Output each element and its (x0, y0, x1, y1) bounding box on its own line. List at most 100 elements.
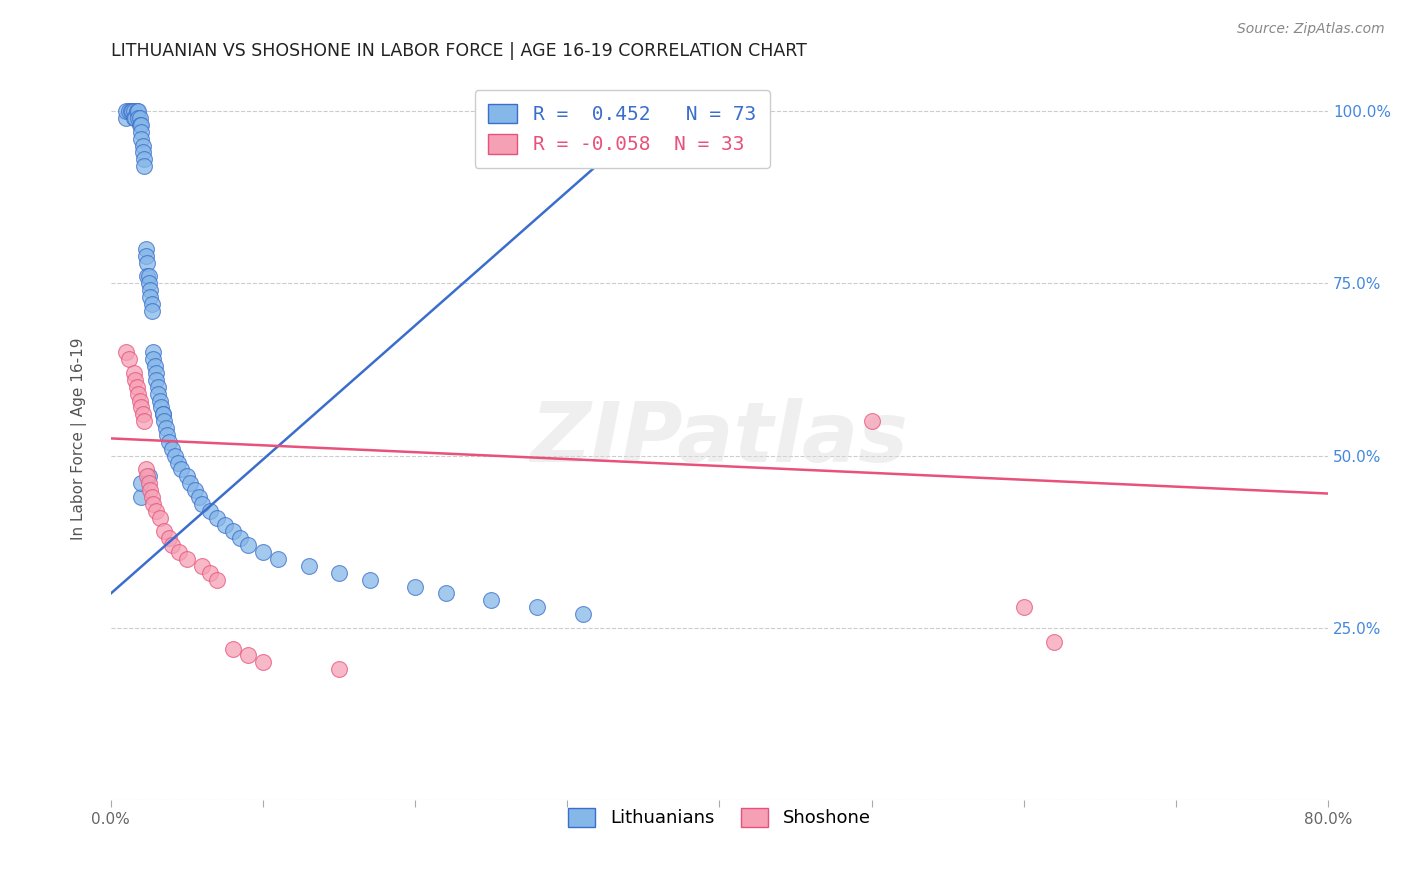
Y-axis label: In Labor Force | Age 16-19: In Labor Force | Age 16-19 (72, 337, 87, 540)
Point (434, 586, 457, 600)
Point (146, 380, 169, 394)
Point (153, 524, 176, 539)
Point (252, 545, 274, 559)
Point (139, 290, 162, 304)
Point (128, 118, 150, 132)
Point (145, 366, 167, 380)
Point (169, 545, 191, 559)
Point (124, 111, 146, 125)
Point (404, 580, 426, 594)
Point (142, 497, 165, 511)
Point (157, 434, 180, 449)
Point (141, 490, 163, 504)
Point (198, 504, 221, 518)
Point (138, 469, 160, 483)
Point (198, 566, 221, 580)
Point (155, 421, 177, 435)
Point (138, 476, 160, 491)
Point (127, 111, 149, 125)
Point (145, 504, 167, 518)
Point (221, 641, 243, 656)
Point (152, 407, 174, 421)
Point (148, 393, 170, 408)
Point (143, 359, 166, 373)
Point (207, 573, 229, 587)
Point (183, 483, 205, 497)
Point (142, 352, 165, 367)
Point (134, 153, 156, 167)
Point (145, 373, 167, 387)
Point (152, 407, 174, 421)
Point (136, 255, 159, 269)
Point (129, 125, 152, 139)
Point (229, 532, 252, 546)
Point (160, 538, 183, 552)
Point (252, 656, 274, 670)
Point (128, 111, 150, 125)
Point (118, 103, 141, 118)
Point (125, 380, 148, 394)
Point (141, 297, 163, 311)
Point (121, 103, 143, 118)
Point (139, 483, 162, 497)
Point (135, 462, 157, 476)
Point (122, 366, 145, 380)
Point (118, 352, 141, 367)
Text: ZIPatlas: ZIPatlas (530, 398, 908, 479)
Point (138, 277, 160, 291)
Point (128, 393, 150, 408)
Point (122, 103, 145, 118)
Point (170, 462, 193, 476)
Point (359, 573, 381, 587)
Point (214, 517, 236, 532)
Point (1012, 600, 1035, 615)
Point (129, 476, 152, 491)
Point (136, 269, 159, 284)
Point (124, 373, 146, 387)
Point (115, 345, 138, 359)
Point (166, 456, 188, 470)
Point (150, 401, 173, 415)
Point (236, 538, 259, 552)
Point (156, 428, 179, 442)
Point (129, 401, 152, 415)
Point (191, 558, 214, 573)
Point (191, 497, 214, 511)
Text: Source: ZipAtlas.com: Source: ZipAtlas.com (1237, 22, 1385, 37)
Point (136, 469, 159, 483)
Point (138, 269, 160, 284)
Point (129, 131, 152, 145)
Point (132, 138, 155, 153)
Point (160, 442, 183, 456)
Point (188, 490, 211, 504)
Point (125, 103, 148, 118)
Point (163, 449, 186, 463)
Point (139, 283, 162, 297)
Point (267, 552, 290, 566)
Point (129, 118, 152, 132)
Point (298, 558, 321, 573)
Point (1043, 634, 1066, 648)
Point (120, 103, 142, 118)
Text: LITHUANIAN VS SHOSHONE IN LABOR FORCE | AGE 16-19 CORRELATION CHART: LITHUANIAN VS SHOSHONE IN LABOR FORCE | … (111, 42, 807, 60)
Point (176, 469, 198, 483)
Point (132, 145, 155, 160)
Point (134, 159, 156, 173)
Legend: Lithuanians, Shoshone: Lithuanians, Shoshone (561, 801, 877, 835)
Point (328, 662, 350, 676)
Point (135, 242, 157, 256)
Point (176, 552, 198, 566)
Point (179, 476, 201, 491)
Point (571, 607, 593, 622)
Point (115, 111, 138, 125)
Point (146, 386, 169, 401)
Point (526, 600, 548, 615)
Point (135, 249, 157, 263)
Point (122, 111, 145, 125)
Point (479, 593, 502, 607)
Point (127, 103, 149, 118)
Point (134, 414, 156, 428)
Point (148, 510, 170, 524)
Point (236, 648, 259, 663)
Point (127, 386, 149, 401)
